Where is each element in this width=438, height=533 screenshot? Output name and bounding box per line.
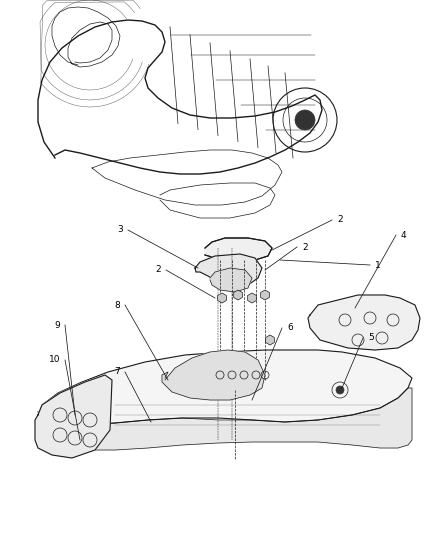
Circle shape xyxy=(336,386,344,394)
Text: 2: 2 xyxy=(155,265,161,274)
Text: 8: 8 xyxy=(114,301,120,310)
Polygon shape xyxy=(38,350,412,425)
Polygon shape xyxy=(218,293,226,303)
Circle shape xyxy=(295,110,315,130)
Polygon shape xyxy=(261,290,269,300)
Polygon shape xyxy=(205,238,272,260)
Polygon shape xyxy=(35,375,112,458)
Text: 4: 4 xyxy=(401,230,406,239)
Text: 7: 7 xyxy=(114,367,120,376)
Text: 6: 6 xyxy=(287,324,293,333)
Polygon shape xyxy=(308,295,420,350)
Text: 3: 3 xyxy=(117,225,123,235)
Polygon shape xyxy=(210,268,252,292)
Text: 5: 5 xyxy=(368,334,374,343)
Text: 1: 1 xyxy=(375,261,381,270)
Polygon shape xyxy=(247,293,256,303)
Text: 2: 2 xyxy=(337,215,343,224)
Polygon shape xyxy=(162,350,265,400)
Polygon shape xyxy=(195,254,262,285)
Polygon shape xyxy=(38,388,412,450)
Text: 2: 2 xyxy=(302,243,307,252)
Text: 10: 10 xyxy=(49,356,60,365)
Text: 9: 9 xyxy=(54,320,60,329)
Polygon shape xyxy=(233,290,242,300)
Polygon shape xyxy=(266,335,274,345)
